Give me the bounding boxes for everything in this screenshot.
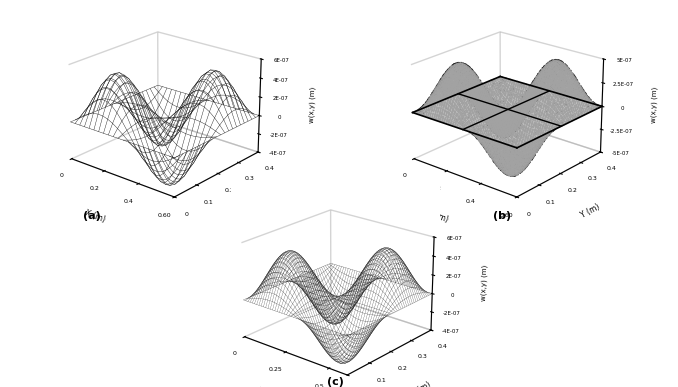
X-axis label: X (m): X (m) — [84, 209, 106, 225]
Y-axis label: Y (m): Y (m) — [237, 202, 260, 219]
Y-axis label: Y (m): Y (m) — [580, 202, 602, 219]
Text: (a): (a) — [83, 211, 100, 221]
X-axis label: X (m): X (m) — [426, 209, 449, 225]
Y-axis label: Y (m): Y (m) — [410, 380, 433, 387]
Text: (b): (b) — [493, 211, 511, 221]
Text: (c): (c) — [327, 377, 344, 387]
